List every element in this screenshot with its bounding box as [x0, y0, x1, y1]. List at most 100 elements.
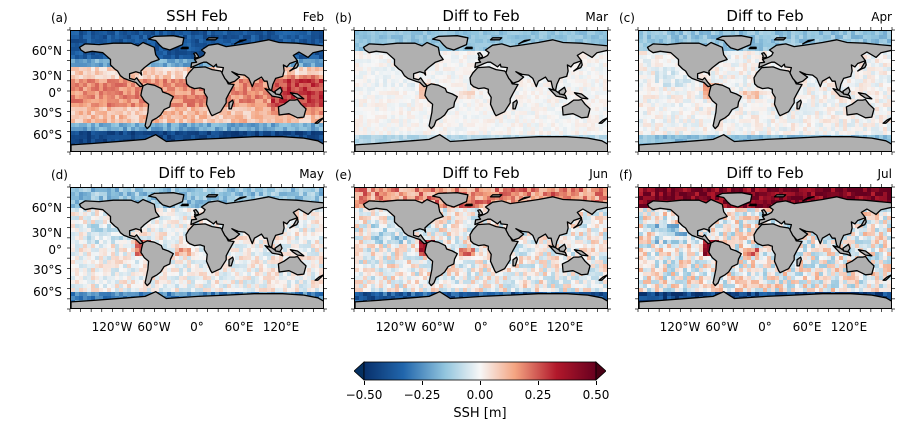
colorbar-tick-label: 0.25: [524, 388, 552, 402]
land-newguinea: [857, 249, 873, 257]
land-greenland: [715, 35, 753, 51]
land-indonesia: [264, 87, 284, 100]
lon-tick-label: 60°E: [792, 320, 822, 334]
panel-title: Diff to Feb: [442, 164, 520, 182]
colorbar-tick-mark: [596, 381, 597, 385]
land-africa: [753, 223, 803, 274]
land-madagascar: [228, 99, 234, 110]
land-antarctica: [355, 291, 607, 308]
map-panel-6: (f) Diff to Feb Jul 120°W 60°W 0° 60°E 120°E: [619, 164, 895, 334]
lon-tick-label: 60°W: [705, 320, 739, 334]
land-antarctica: [71, 291, 323, 308]
map-frame: [354, 30, 608, 152]
land-namerica: [362, 198, 444, 245]
land-japan: [573, 217, 583, 229]
colorbar-graphic: [353, 361, 607, 381]
land-japan: [573, 60, 583, 72]
land-samerica: [424, 83, 458, 130]
land-japan: [289, 60, 299, 72]
map-panel-1: (a) SSH Feb Feb 60°N 30°N 0° 30°S 60°S: [32, 7, 327, 155]
land-eurasia: [474, 39, 607, 92]
land-indonesia: [548, 244, 568, 257]
map-frame: [638, 30, 892, 152]
axis-ticks: [67, 27, 327, 155]
landmasses: [355, 35, 607, 151]
map-panel-2: (b) Diff to Feb Mar: [335, 7, 611, 155]
land-japan: [857, 217, 867, 229]
land-novaya: [802, 39, 815, 45]
land-eurasia: [474, 196, 607, 249]
lat-tick-label: 0°: [48, 86, 62, 100]
lat-tick-label: 30°S: [33, 263, 62, 277]
land-australia: [561, 98, 591, 119]
land-nz: [314, 117, 323, 124]
land-indonesia: [832, 87, 852, 100]
colorbar-tick-mark: [364, 381, 365, 385]
land-antarctica: [639, 291, 891, 308]
panel-month: May: [299, 167, 324, 181]
panel-month: Feb: [302, 10, 324, 24]
land-eurasia: [758, 39, 891, 92]
land-australia: [845, 98, 875, 119]
land-africa: [185, 223, 235, 274]
land-newguinea: [573, 92, 589, 100]
axis-ticks: [67, 184, 327, 312]
lon-tick-label: 60°E: [224, 320, 254, 334]
land-borneo: [558, 243, 567, 253]
landmasses: [71, 35, 323, 151]
lon-tick-label: 120°W: [91, 320, 133, 334]
land-japan: [289, 217, 299, 229]
lat-tick-label: 30°S: [33, 106, 62, 120]
lon-tick-label: 0°: [190, 320, 204, 334]
land-novaya: [518, 39, 531, 45]
axis-ticks: [635, 27, 895, 155]
lat-tick-label: 30°N: [31, 69, 62, 83]
land-newguinea: [289, 249, 305, 257]
landmasses: [639, 192, 891, 308]
map-canvas: [71, 188, 323, 308]
map-frame: [70, 30, 324, 152]
land-novaya: [518, 196, 531, 202]
panel-letter: (b): [335, 11, 352, 25]
land-indonesia: [264, 244, 284, 257]
axis-ticks: [351, 184, 611, 312]
land-nz: [314, 274, 323, 281]
land-samerica: [140, 240, 174, 287]
land-africa: [469, 66, 519, 117]
land-greenland: [431, 35, 469, 51]
land-borneo: [558, 86, 567, 96]
lon-tick-label: 120°W: [659, 320, 701, 334]
land-borneo: [842, 243, 851, 253]
land-africa: [753, 66, 803, 117]
panel-title: Diff to Feb: [442, 7, 520, 25]
land-newguinea: [289, 92, 305, 100]
panel-month: Jun: [589, 167, 608, 181]
land-namerica: [646, 198, 728, 245]
land-samerica: [424, 240, 458, 287]
land-uk: [477, 209, 484, 216]
land-greenland: [147, 35, 185, 51]
lat-tick-label: 30°N: [31, 226, 62, 240]
lat-tick-label: 60°S: [33, 285, 62, 299]
colorbar-tick-mark: [538, 381, 539, 385]
land-iceland: [464, 203, 473, 207]
land-newguinea: [857, 92, 873, 100]
land-iceland: [748, 46, 757, 50]
axis-ticks: [351, 27, 611, 155]
land-nz: [598, 117, 607, 124]
land-antarctica: [355, 134, 607, 151]
lon-tick-label: 0°: [758, 320, 772, 334]
colorbar-tick-label: 0.00: [466, 388, 494, 402]
land-borneo: [274, 86, 283, 96]
land-uk: [193, 209, 200, 216]
colorbar-tick-label: 0.50: [582, 388, 610, 402]
land-svalbard: [205, 37, 219, 41]
lon-tick-label: 120°E: [830, 320, 868, 334]
map-canvas: [71, 31, 323, 151]
land-borneo: [842, 86, 851, 96]
land-eurasia: [190, 39, 323, 92]
land-novaya: [234, 196, 247, 202]
panel-month: Jul: [877, 167, 892, 181]
axis-ticks: [635, 184, 895, 312]
lon-tick-label: 120°E: [262, 320, 300, 334]
